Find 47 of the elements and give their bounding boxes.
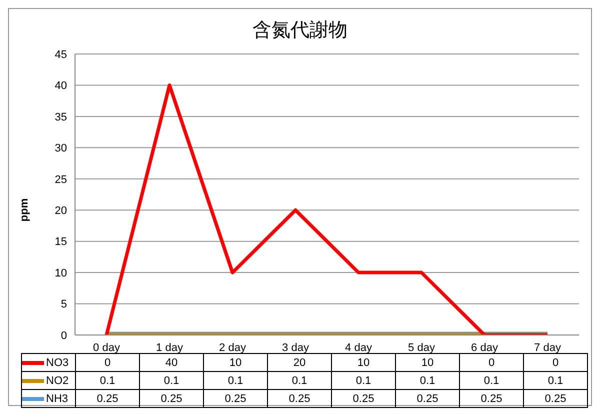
data-label: 0.25 bbox=[268, 390, 332, 408]
y-axis-title: ppm bbox=[18, 198, 31, 222]
y-tick-label: 0 bbox=[60, 330, 67, 342]
data-label: 0.25 bbox=[524, 390, 588, 408]
x-tick-label: 4 day bbox=[345, 342, 372, 354]
data-label: 0.25 bbox=[140, 390, 204, 408]
y-tick-label: 10 bbox=[54, 267, 67, 280]
y-tick-label: 40 bbox=[54, 80, 67, 92]
y-tick-label: 30 bbox=[54, 142, 67, 155]
data-label: 40 bbox=[140, 354, 204, 372]
x-tick-label: 7 day bbox=[534, 342, 562, 354]
data-label: 0 bbox=[460, 354, 524, 372]
x-tick-label: 5 day bbox=[408, 342, 436, 354]
y-tick-label: 20 bbox=[54, 205, 67, 218]
data-label: 20 bbox=[268, 354, 332, 372]
x-tick-label: 3 day bbox=[282, 342, 310, 354]
x-tick-label: 0 day bbox=[93, 342, 120, 354]
data-label: 0.1 bbox=[396, 372, 460, 390]
legend-label: NO2 bbox=[46, 374, 69, 386]
data-label: 0.1 bbox=[332, 372, 396, 390]
data-label: 0.1 bbox=[524, 372, 588, 390]
x-tick-label: 2 day bbox=[219, 342, 246, 354]
y-tick-label: 45 bbox=[54, 48, 67, 61]
y-tick-label: 35 bbox=[54, 111, 67, 124]
data-label: 0 bbox=[524, 354, 588, 372]
chart-title: 含氮代謝物 bbox=[252, 19, 348, 43]
data-label: 10 bbox=[332, 354, 396, 372]
data-label: 0.25 bbox=[460, 390, 524, 408]
y-tick-label: 15 bbox=[54, 236, 67, 248]
data-label: 0.25 bbox=[332, 390, 396, 408]
data-label: 0.1 bbox=[204, 372, 268, 390]
legend-label: NO3 bbox=[46, 356, 69, 368]
data-label: 0.25 bbox=[396, 390, 460, 408]
data-label: 0.1 bbox=[140, 372, 204, 390]
data-label: 0.25 bbox=[76, 390, 140, 408]
data-label: 0.1 bbox=[268, 372, 332, 390]
data-label: 10 bbox=[396, 354, 460, 372]
x-tick-label: 1 day bbox=[156, 342, 184, 354]
data-label: 0 bbox=[76, 354, 140, 372]
data-label: 10 bbox=[204, 354, 268, 372]
y-tick-label: 25 bbox=[54, 174, 67, 186]
data-label: 0.1 bbox=[460, 372, 524, 390]
y-tick-label: 5 bbox=[60, 298, 67, 311]
data-label: 0.1 bbox=[76, 372, 140, 390]
data-label: 0.25 bbox=[204, 390, 268, 408]
legend-label: NH3 bbox=[46, 392, 68, 404]
x-tick-label: 6 day bbox=[471, 342, 498, 354]
